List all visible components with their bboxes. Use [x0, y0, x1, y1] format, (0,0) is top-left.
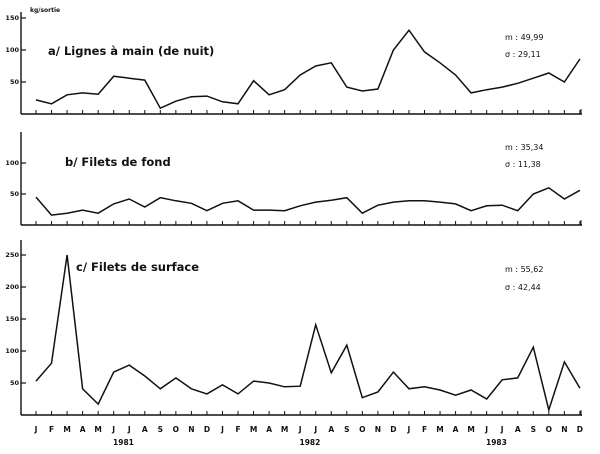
panel-a-y-tick-label: 150: [5, 14, 19, 22]
month-label: J: [298, 425, 302, 434]
panel-c-y-tick-label: 50: [10, 379, 20, 387]
panel-b-data-line: [35, 186, 581, 216]
month-label: A: [266, 425, 272, 434]
month-label: J: [407, 425, 411, 434]
month-label: D: [204, 425, 210, 434]
month-label: A: [80, 425, 86, 434]
panel-a-mean-stat: m : 49,99: [505, 33, 543, 42]
panel-a-y-tick-label: 100: [5, 46, 19, 54]
panel-a-title: a/ Lignes à main (de nuit): [48, 44, 214, 58]
year-label: 1981: [113, 438, 134, 447]
month-label: J: [111, 425, 115, 434]
month-label: S: [158, 425, 163, 434]
panel-a-sd-stat: σ : 29,11: [505, 50, 541, 59]
panel-c-mean-stat: m : 55,62: [505, 265, 543, 274]
panel-a-data-line: [35, 28, 581, 110]
month-label: M: [467, 425, 474, 434]
month-label: J: [34, 425, 38, 434]
month-label: M: [94, 425, 101, 434]
month-label: M: [63, 425, 70, 434]
panel-c-y-tick-label: 100: [5, 347, 19, 355]
month-label: A: [453, 425, 459, 434]
month-label: F: [235, 425, 240, 434]
month-label: A: [328, 425, 334, 434]
month-label: F: [422, 425, 427, 434]
month-label: S: [531, 425, 536, 434]
panel-b-title: b/ Filets de fond: [65, 155, 171, 169]
month-label: J: [313, 425, 317, 434]
panel-c-y-tick-label: 250: [5, 251, 19, 259]
month-label: O: [546, 425, 552, 434]
month-label: N: [561, 425, 567, 434]
panel-c-y-tick-label: 150: [5, 315, 19, 323]
month-label: M: [281, 425, 288, 434]
month-label: J: [220, 425, 224, 434]
month-label: O: [359, 425, 365, 434]
month-label: M: [250, 425, 257, 434]
panel-b-y-tick-label: 100: [5, 159, 19, 167]
month-label: N: [188, 425, 194, 434]
month-label: A: [515, 425, 521, 434]
y-unit-label: kg/sortie: [30, 7, 60, 14]
month-label: D: [577, 425, 583, 434]
panel-b-y-tick-label: 50: [10, 190, 20, 198]
year-label: 1983: [486, 438, 507, 447]
month-label: S: [344, 425, 349, 434]
panel-c-sd-stat: σ : 42,44: [505, 283, 541, 292]
month-label: J: [484, 425, 488, 434]
panel-c-data-line: [35, 254, 581, 413]
month-label: O: [173, 425, 179, 434]
panel-c-y-tick-label: 200: [5, 283, 19, 291]
month-label: A: [142, 425, 148, 434]
panel-b-sd-stat: σ : 11,38: [505, 160, 541, 169]
month-label: F: [49, 425, 54, 434]
year-label: 1982: [300, 438, 321, 447]
panel-b-mean-stat: m : 35,34: [505, 143, 543, 152]
panel-a-y-tick-label: 50: [10, 78, 20, 86]
month-label: M: [436, 425, 443, 434]
month-label: J: [500, 425, 504, 434]
month-label: D: [390, 425, 396, 434]
month-label: J: [127, 425, 131, 434]
month-label: N: [375, 425, 381, 434]
panel-c-title: c/ Filets de surface: [76, 260, 199, 274]
